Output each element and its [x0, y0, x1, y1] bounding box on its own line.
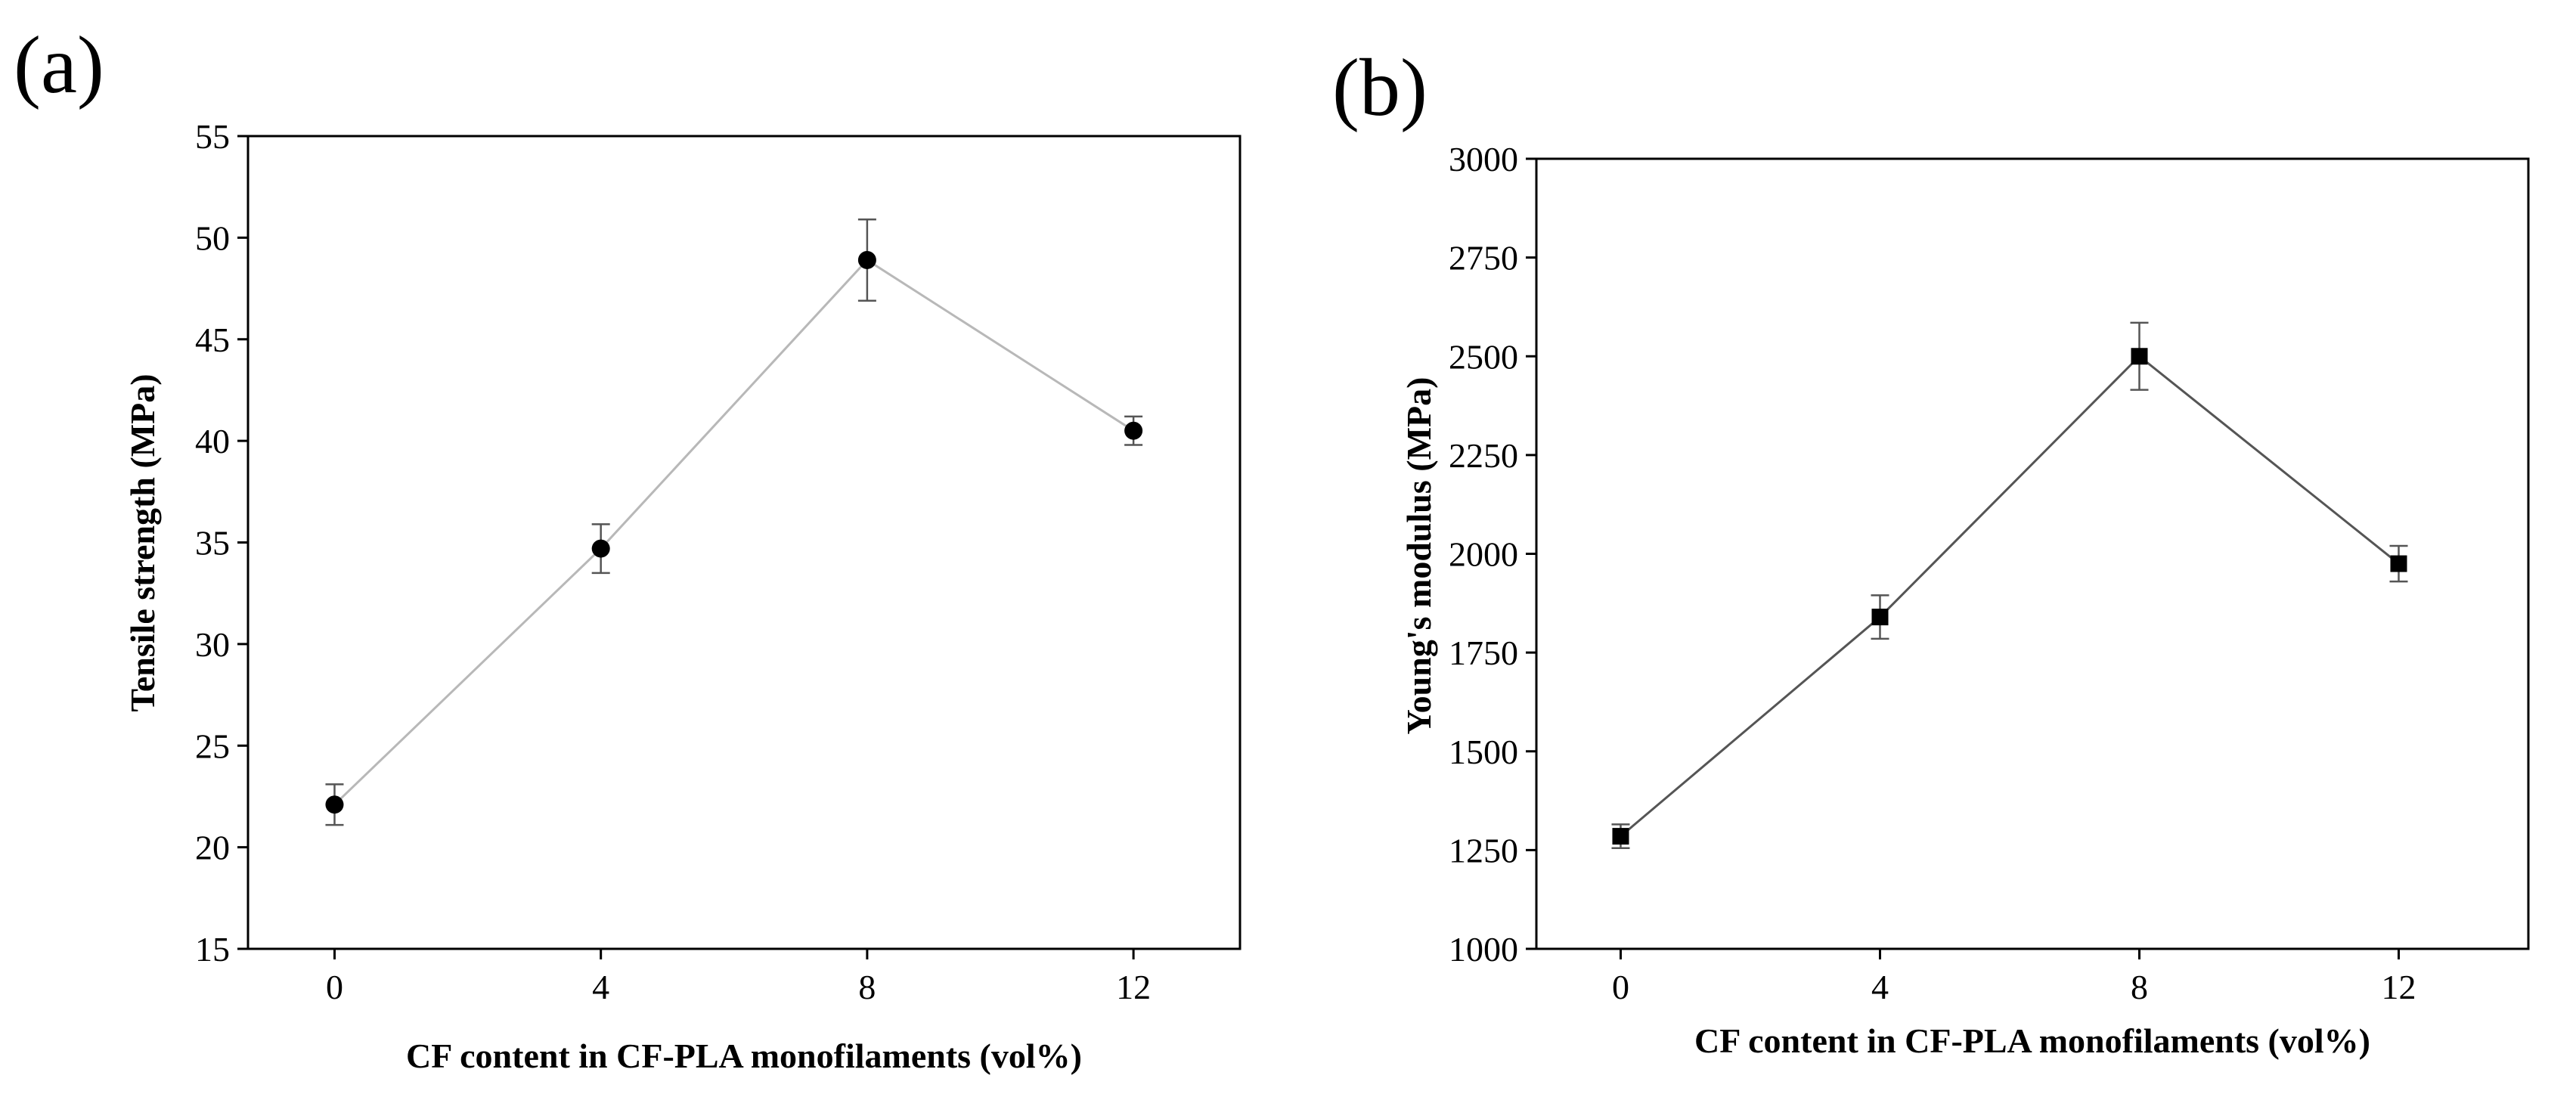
- panel-a-x-ticks: 0 4 8 12: [326, 949, 1151, 1006]
- y-tick-label: 35: [195, 524, 230, 562]
- data-point: [591, 539, 610, 558]
- panel-a-plot-frame: [246, 135, 1242, 950]
- data-point: [1612, 828, 1629, 845]
- x-tick-label: 0: [326, 968, 343, 1006]
- panel-a-y-ticks: 15 20 25 30 35 40 45 50 55: [195, 117, 248, 968]
- y-tick-label: 2750: [1449, 239, 1518, 277]
- x-tick-label: 4: [592, 968, 609, 1006]
- y-tick-label: 1000: [1449, 930, 1518, 968]
- series-line: [1620, 355, 2400, 838]
- data-point: [1124, 421, 1143, 440]
- data-point: [2390, 555, 2407, 572]
- panel-b-label: (b): [1332, 43, 1427, 133]
- x-tick-label: 8: [858, 968, 876, 1006]
- panel-b-x-ticks: 0 4 8 12: [1612, 949, 2416, 1006]
- data-point: [1871, 609, 1889, 626]
- y-tick-label: 55: [195, 117, 230, 156]
- panel-b-y-ticks: 1000 1250 1500 1750 2000 2250 2500 2750 3000: [1449, 140, 1536, 968]
- x-tick-label: 12: [1116, 968, 1151, 1006]
- x-tick-label: 12: [2381, 968, 2416, 1006]
- y-tick-label: 20: [195, 829, 230, 867]
- y-tick-label: 2250: [1449, 436, 1518, 475]
- y-tick-label: 25: [195, 727, 230, 765]
- panel-b-markers: [1611, 321, 2408, 850]
- y-tick-label: 3000: [1449, 140, 1518, 178]
- series-line: [333, 258, 1134, 806]
- panel-a: (a) 15 20 25 30 35 40 45 50 55 0 4 8 12 CF content …: [14, 20, 1242, 1075]
- panel-a-markers: [325, 218, 1143, 826]
- x-tick-label: 8: [2131, 968, 2148, 1006]
- x-tick-label: 4: [1871, 968, 1889, 1006]
- panel-b: (b) 1000 1250 1500 1750 2000 2250 2500 2750 3000…: [1332, 43, 2530, 1060]
- y-tick-label: 1500: [1449, 733, 1518, 771]
- panel-a-series-line: [333, 258, 1134, 806]
- data-point: [857, 250, 876, 269]
- data-point: [325, 795, 344, 814]
- y-tick-label: 50: [195, 218, 230, 257]
- panel-b-plot-frame: [1535, 157, 2530, 950]
- x-tick-label: 0: [1612, 968, 1629, 1006]
- y-tick-label: 15: [195, 930, 230, 968]
- panel-a-x-axis-title: CF content in CF-PLA monofilaments (vol%…: [406, 1037, 1082, 1075]
- y-tick-label: 2000: [1449, 535, 1518, 574]
- y-tick-label: 2500: [1449, 337, 1518, 376]
- y-tick-label: 40: [195, 422, 230, 460]
- y-tick-label: 1250: [1449, 831, 1518, 869]
- panel-b-y-axis-title: Young's modulus (MPa): [1400, 377, 1438, 735]
- panel-a-label: (a): [14, 20, 104, 110]
- panel-a-y-axis-title: Tensile strength (MPa): [123, 373, 162, 711]
- data-point: [2131, 348, 2148, 365]
- panel-b-x-axis-title: CF content in CF-PLA monofilaments (vol%…: [1694, 1021, 2370, 1060]
- y-tick-label: 45: [195, 321, 230, 359]
- panel-b-series-line: [1620, 355, 2400, 838]
- y-tick-label: 30: [195, 625, 230, 664]
- y-tick-label: 1750: [1449, 634, 1518, 672]
